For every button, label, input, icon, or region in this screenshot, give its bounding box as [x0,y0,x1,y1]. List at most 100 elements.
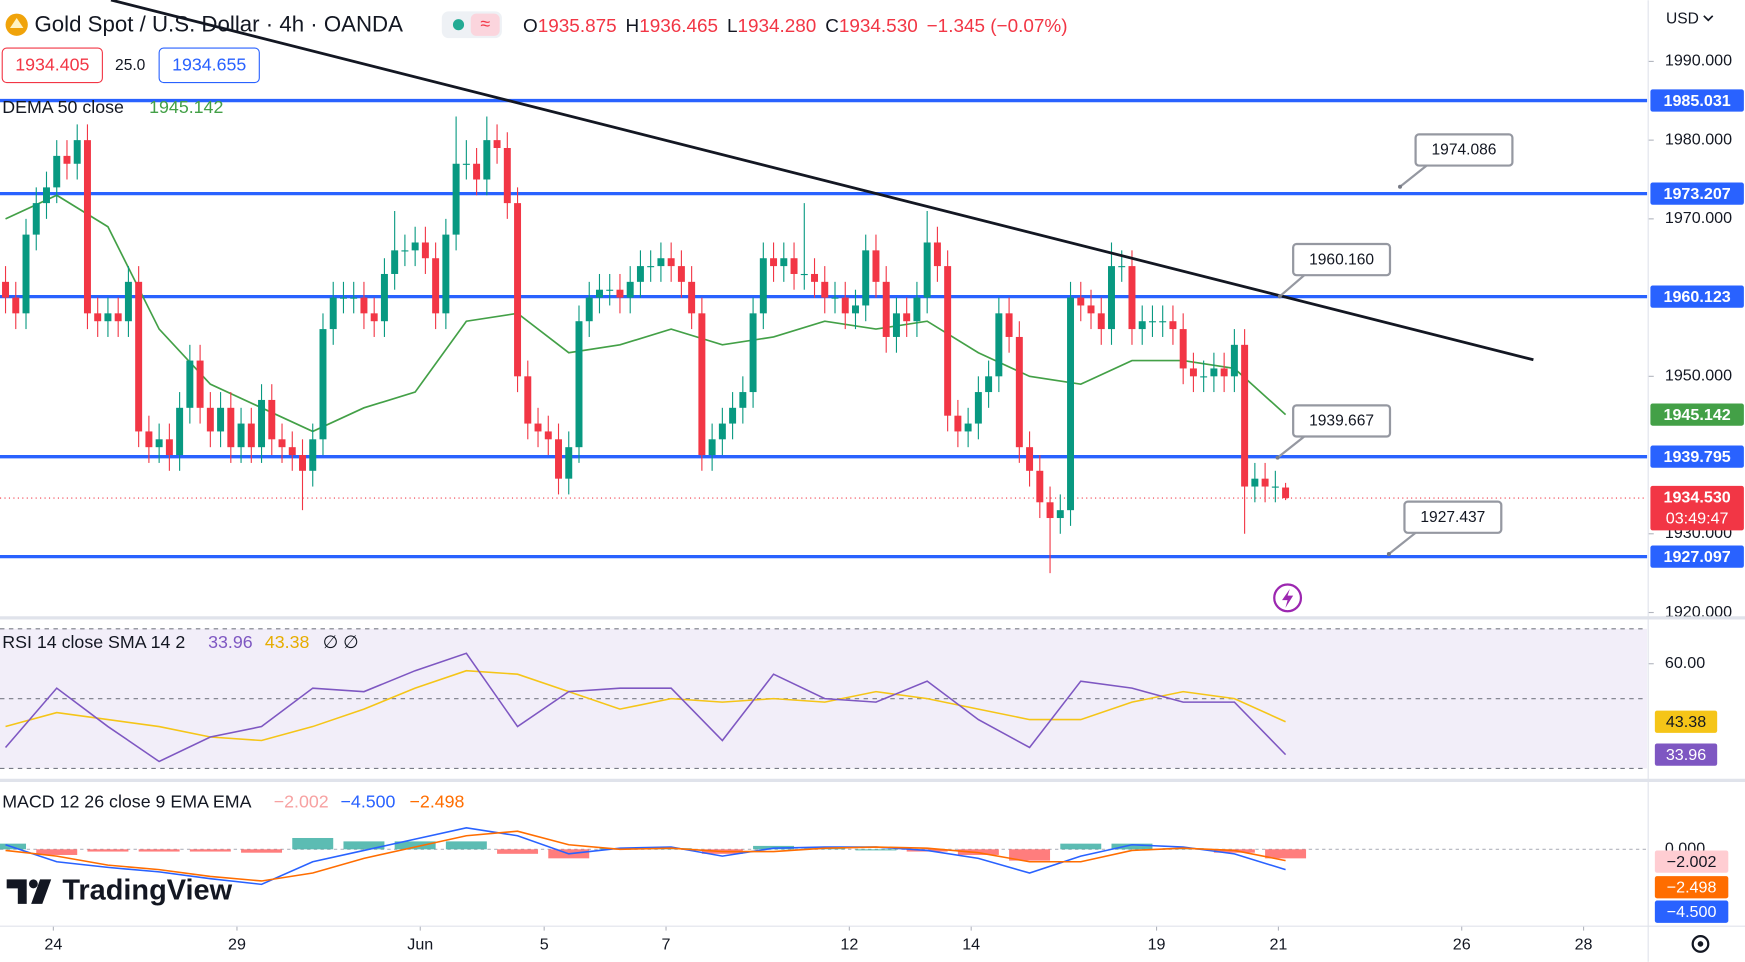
dema-legend-value: 1945.142 [149,97,223,117]
x-tick-label: 28 [1575,935,1593,953]
currency[interactable]: USD [1666,10,1699,27]
candle-body [657,258,665,267]
candle-body [217,407,225,432]
candle-body [1128,266,1136,330]
macd-legend-value: −4.500 [341,791,396,811]
ohlc-legend: O1935.875 H1936.465 L1934.280 C1934.530 −1.3… [523,16,1067,37]
candle-body [63,155,71,164]
logo-text: TradingView [62,874,232,906]
macd-histogram-bar [1265,849,1307,859]
dema-price-label: 1945.142 [1664,406,1731,424]
candle-body [1097,313,1105,330]
candle-body [1230,344,1238,377]
candle-body [1189,368,1197,377]
ask-price: 1934.655 [172,55,246,75]
callout-pointer [1388,531,1417,555]
rsi-legend: RSI 14 close SMA 14 2 [2,632,185,652]
candle-body [339,297,347,299]
candle-body [401,250,409,252]
rsi-line [4,652,1287,763]
rsi-legend-extra: ∅ ∅ [323,632,359,652]
candle-body [73,140,81,164]
candle-body [933,242,941,267]
candle-body [1118,266,1126,268]
candle-body [1220,368,1228,377]
y-tick-label: 1980.000 [1665,130,1732,148]
rsi-value-box [1654,710,1718,733]
buy-button[interactable] [158,47,260,84]
x-tick-label: 21 [1269,935,1287,953]
candle-body [1159,321,1167,323]
candle-body [1138,321,1146,330]
ohlc-value: 1936.465 [639,16,718,37]
spread: 25.0 [115,57,146,74]
event-icon-bolt [1282,588,1294,608]
macd-legend: MACD 12 26 close 9 EMA EMA [2,791,251,811]
candle-body [114,313,122,322]
macd-signal-legend-value: −2.498 [410,791,465,811]
candle-body [391,250,399,274]
candle-body [780,258,788,267]
candle-body [493,140,501,149]
candle-body [196,360,204,408]
macd-value-box [1654,876,1729,899]
candle-body [811,273,819,282]
callout-box [1292,242,1392,277]
candle-body [1026,447,1034,471]
candle-body [903,313,911,322]
candle-body [452,163,460,235]
candle-body [514,203,522,377]
candle-body [565,447,573,479]
macd-histogram-bar [241,849,283,853]
candle-body [1108,266,1115,330]
ohlc-key: L [727,16,738,37]
candle-body [698,313,706,456]
candle-body [831,297,839,299]
candle-body [247,423,255,448]
candle-body [43,187,50,204]
candle-body [2,281,10,298]
candle-body [739,392,747,408]
candle-body [1271,486,1279,488]
data-status[interactable] [470,13,500,36]
callout-label: 1939.667 [1309,413,1374,430]
candle-body [1015,336,1023,448]
rsi-sma-legend-value: 43.38 [265,632,310,652]
callout-box [1403,500,1503,534]
candle-body [1241,344,1249,487]
macd-histogram-bar [1060,843,1102,850]
macd-histogram-bar [292,837,334,850]
candle-body [1251,478,1259,487]
candle-body [411,242,419,251]
macd-histogram-bar [394,841,436,850]
candle-body [749,313,757,393]
macd-histogram-bar [855,849,897,851]
countdown-label: 03:49:47 [1666,510,1729,528]
candle-body [135,281,143,432]
candle-body [555,439,562,479]
candle-body [718,423,726,440]
candle-body [432,258,440,314]
y-tick-label: 1950.000 [1665,367,1732,385]
data-status-icon: ≈ [480,13,490,33]
settings-icon[interactable] [1691,935,1710,953]
logo-mark [6,879,52,904]
candle-body [862,250,870,306]
candle-body [442,234,450,314]
x-tick-label: 7 [662,935,671,953]
candle-body [237,423,245,448]
level-price-box [1650,545,1744,568]
callout-box [1292,404,1392,438]
callout-pointer [1279,274,1306,298]
macd-value-label: −2.002 [1667,853,1717,871]
candle-body [53,155,61,188]
macd-value-box [1654,850,1729,873]
candle-body [155,439,163,448]
sell-button[interactable] [1,47,103,84]
candle-body [462,163,470,165]
candle-body [995,313,1003,377]
callout-tip [1275,455,1280,460]
candle-body [852,305,859,314]
candle-body [22,234,30,314]
